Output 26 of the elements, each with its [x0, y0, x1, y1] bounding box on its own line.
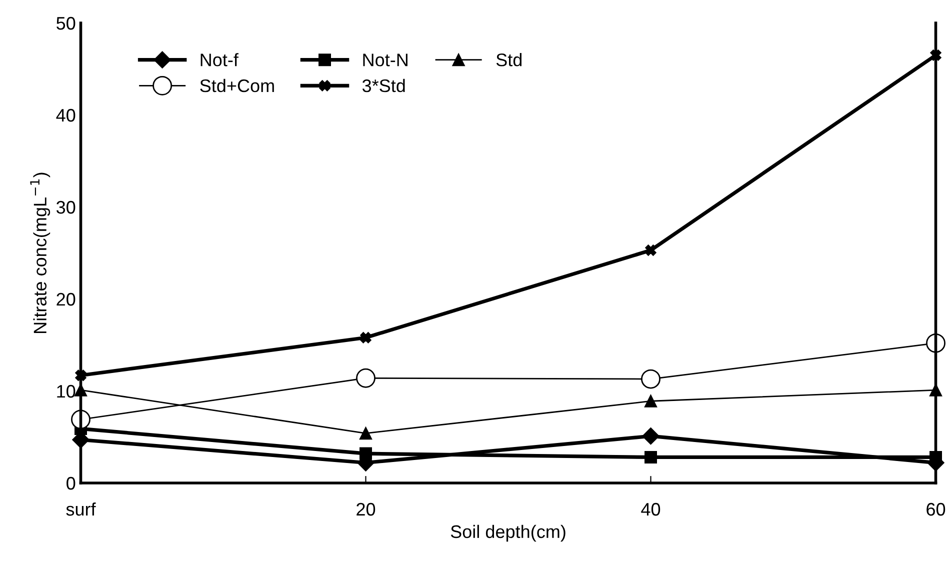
legend-label: Not-f: [200, 53, 238, 66]
legend-label: Not-N: [363, 54, 408, 66]
point: [356, 368, 376, 388]
y-axis-title: Nitrate conc(mgL$^{−1}$): [30, 172, 50, 333]
legend-label: Std: [496, 53, 522, 66]
point: [642, 428, 660, 445]
point: [644, 394, 657, 408]
y-tick-label: 40: [56, 108, 76, 122]
x-tick-label: 60: [926, 502, 946, 516]
point: [645, 244, 656, 256]
legend-label: 3*Std: [362, 78, 405, 92]
point: [360, 332, 372, 344]
y-tick-label: 10: [57, 384, 76, 398]
x-tick-label: surf: [66, 502, 96, 516]
legend-label: Std+Com: [200, 78, 274, 92]
x-tick-label: 20: [356, 502, 376, 516]
point: [644, 450, 657, 464]
y-tick-label: 50: [56, 16, 76, 30]
x-axis-title: Soil depth(cm): [450, 524, 566, 542]
x-tick-label: 40: [641, 502, 660, 516]
y-tick-label: 20: [56, 292, 76, 306]
y-tick-label: 30: [56, 200, 76, 214]
point: [641, 369, 660, 389]
y-tick-label: 0: [66, 476, 76, 490]
point: [360, 447, 372, 460]
point: [360, 427, 372, 440]
